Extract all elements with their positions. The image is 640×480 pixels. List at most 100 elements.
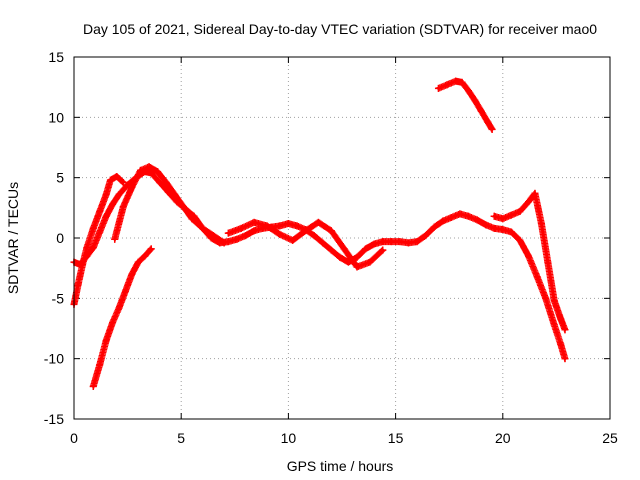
data-point (557, 315, 565, 323)
data-point (550, 297, 558, 305)
data-point (224, 229, 232, 237)
data-point (113, 172, 121, 180)
data-point (111, 235, 119, 243)
data-point (302, 227, 310, 235)
data-point (456, 210, 464, 218)
data-point (314, 218, 322, 226)
data-point (542, 294, 550, 302)
data-point (430, 223, 438, 231)
data-point (516, 207, 524, 215)
data-point (147, 245, 155, 253)
data-point (370, 240, 378, 248)
y-tick-label: 5 (56, 170, 64, 186)
series-arc-3 (89, 245, 155, 390)
data-point (537, 220, 545, 228)
data-point (310, 232, 318, 240)
data-point (507, 228, 515, 236)
data-point (366, 258, 374, 266)
data-point (145, 163, 153, 171)
data-point (119, 178, 127, 186)
data-point (289, 236, 297, 244)
data-point (557, 340, 565, 348)
data-point (263, 222, 271, 230)
data-point (233, 235, 241, 243)
data-point (109, 318, 117, 326)
data-point (533, 273, 541, 281)
x-tick-label: 0 (70, 430, 78, 446)
data-point (327, 246, 335, 254)
data-point (473, 216, 481, 224)
data-point (525, 252, 533, 260)
x-axis-label: GPS time / hours (287, 458, 394, 474)
data-point (488, 125, 496, 133)
data-point (89, 224, 97, 232)
data-point (452, 77, 460, 85)
series-layer (70, 77, 569, 390)
series-arc-7 (490, 189, 569, 334)
data-point (102, 191, 110, 199)
data-point (96, 207, 104, 215)
data-point (387, 238, 395, 246)
data-point (128, 270, 136, 278)
data-point (293, 222, 301, 230)
y-tick-labels: -15 -10 -5 0 5 10 15 (44, 49, 64, 427)
data-point (319, 239, 327, 247)
y-tick-label: 0 (56, 230, 64, 246)
data-point (477, 107, 485, 115)
y-tick-label: -10 (44, 351, 64, 367)
plot-frame (73, 56, 611, 420)
data-point (171, 191, 179, 199)
data-point (471, 96, 479, 104)
data-point (464, 87, 472, 95)
data-point (119, 203, 127, 211)
data-point (422, 232, 430, 240)
chart-title: Day 105 of 2021, Sidereal Day-to-day VTE… (83, 21, 597, 37)
data-point (490, 212, 498, 220)
data-point (531, 189, 539, 197)
series-arc-4 (111, 163, 228, 247)
data-point (199, 224, 207, 232)
data-point (156, 178, 164, 186)
data-point (102, 337, 110, 345)
data-point (276, 222, 284, 230)
data-point (115, 191, 123, 199)
data-point (79, 261, 87, 269)
data-point (353, 263, 361, 271)
data-point (484, 118, 492, 126)
data-point (237, 224, 245, 232)
data-point (276, 230, 284, 238)
data-point (561, 326, 569, 334)
data-point (464, 212, 472, 220)
x-tick-label: 20 (495, 430, 511, 446)
data-point (443, 81, 451, 89)
data-point (250, 218, 258, 226)
data-point (106, 176, 114, 184)
data-point (96, 228, 104, 236)
data-point (413, 238, 421, 246)
data-point (242, 232, 250, 240)
series-arc-5 (224, 218, 387, 271)
data-point (102, 212, 110, 220)
data-point (250, 227, 258, 235)
data-point (89, 244, 97, 252)
data-point (490, 224, 498, 232)
data-point (96, 361, 104, 369)
series-arc-6 (434, 77, 496, 133)
data-point (396, 238, 404, 246)
y-tick-label: -15 (44, 411, 64, 427)
data-point (179, 203, 187, 211)
data-point (362, 245, 370, 253)
data-point (134, 258, 142, 266)
y-tick-label: 15 (48, 49, 64, 65)
data-point (379, 238, 387, 246)
data-point (121, 287, 129, 295)
data-point (74, 280, 82, 288)
x-tick-labels: 0 5 10 15 20 25 (70, 430, 618, 446)
data-point (327, 227, 335, 235)
data-point (115, 304, 123, 312)
data-point (209, 232, 217, 240)
data-point (136, 166, 144, 174)
data-point (447, 213, 455, 221)
data-point (379, 246, 387, 254)
data-point (507, 211, 515, 219)
